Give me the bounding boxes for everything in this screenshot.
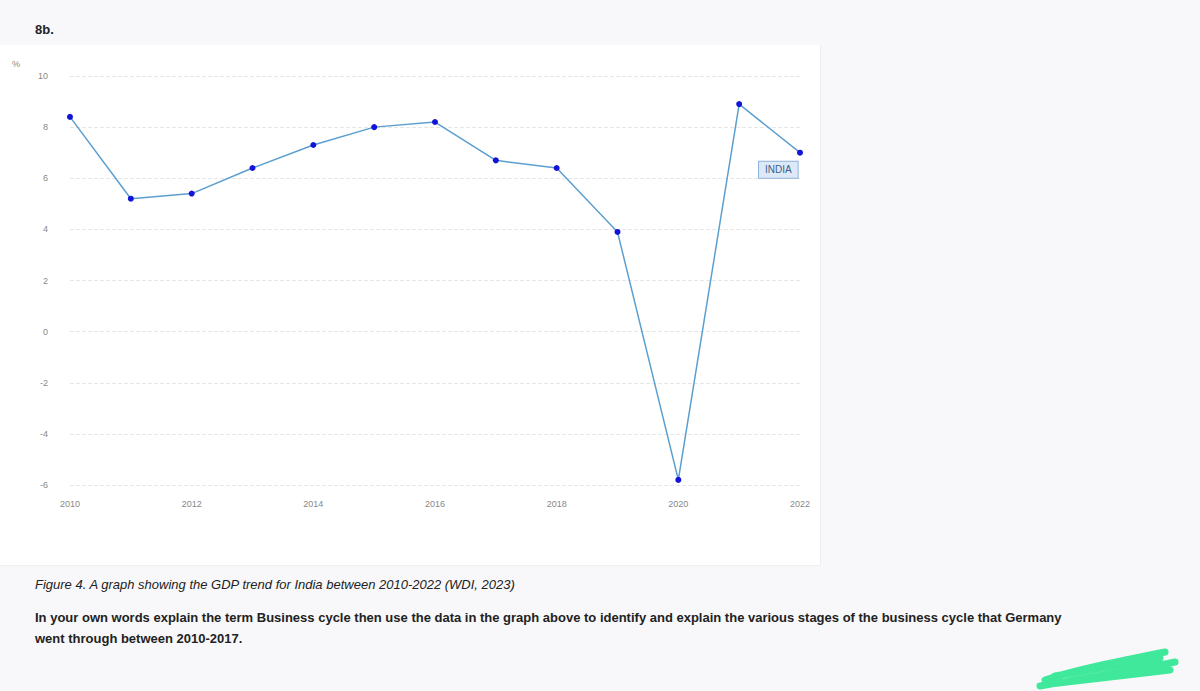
svg-text:2022: 2022 bbox=[790, 499, 810, 509]
svg-text:%: % bbox=[12, 59, 20, 69]
svg-text:2018: 2018 bbox=[547, 499, 567, 509]
html-text:In your own words explain the: In your own words explain the term Busin… bbox=[35, 610, 1062, 625]
html-text:went through between 2010-2017: went through between 2010-2017. bbox=[35, 631, 243, 646]
svg-text:4: 4 bbox=[43, 224, 48, 234]
svg-text:2010: 2010 bbox=[60, 499, 80, 509]
svg-text:6: 6 bbox=[43, 173, 48, 183]
svg-text:-4: -4 bbox=[40, 429, 48, 439]
svg-text:2016: 2016 bbox=[425, 499, 445, 509]
svg-text:2014: 2014 bbox=[303, 499, 323, 509]
svg-text:2020: 2020 bbox=[668, 499, 688, 509]
svg-text:2012: 2012 bbox=[182, 499, 202, 509]
html-text:8b.: 8b. bbox=[35, 22, 54, 37]
svg-text:-2: -2 bbox=[40, 378, 48, 388]
svg-text:0: 0 bbox=[43, 327, 48, 337]
svg-text:8: 8 bbox=[43, 122, 48, 132]
svg-text:-6: -6 bbox=[40, 480, 48, 490]
html-text:Figure 4. A graph showing the: Figure 4. A graph showing the GDP trend … bbox=[35, 577, 515, 592]
svg-text:INDIA: INDIA bbox=[765, 164, 792, 175]
svg-text:2: 2 bbox=[43, 276, 48, 286]
svg-text:10: 10 bbox=[38, 71, 48, 81]
